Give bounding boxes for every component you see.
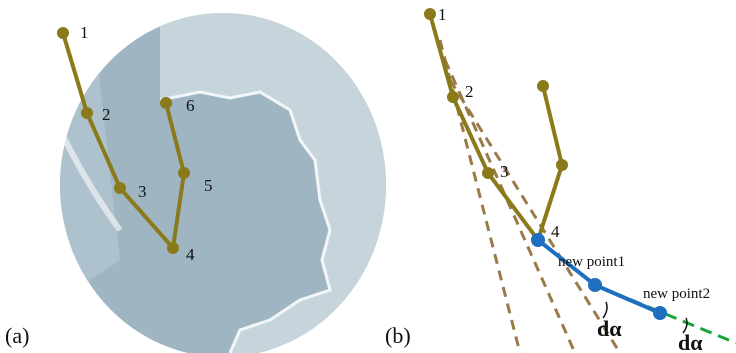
point-label: 3 bbox=[500, 162, 509, 181]
angle-label: dα bbox=[597, 316, 622, 341]
point-label: 5 bbox=[204, 176, 213, 195]
point-label: 6 bbox=[186, 96, 195, 115]
point-label: 4 bbox=[551, 222, 560, 241]
ultrasound-image bbox=[50, 0, 400, 353]
point-label: 4 bbox=[186, 245, 195, 264]
point-label: 2 bbox=[102, 105, 111, 124]
extension bbox=[538, 240, 660, 313]
skeleton-b bbox=[430, 14, 562, 240]
figure: 1 2 3 4 5 6 (a) 1 2 3 4 new point1 new p… bbox=[0, 0, 736, 353]
angle-label: dα bbox=[678, 330, 703, 353]
point-label: 1 bbox=[438, 5, 447, 24]
point-label: 1 bbox=[80, 23, 89, 42]
panel-label: (b) bbox=[385, 323, 411, 348]
new-point-label: new point1 bbox=[558, 254, 625, 270]
point-label: 3 bbox=[138, 182, 147, 201]
point-label: 2 bbox=[465, 82, 474, 101]
panel-label: (a) bbox=[5, 323, 29, 348]
new-point-label: new point2 bbox=[643, 286, 710, 302]
